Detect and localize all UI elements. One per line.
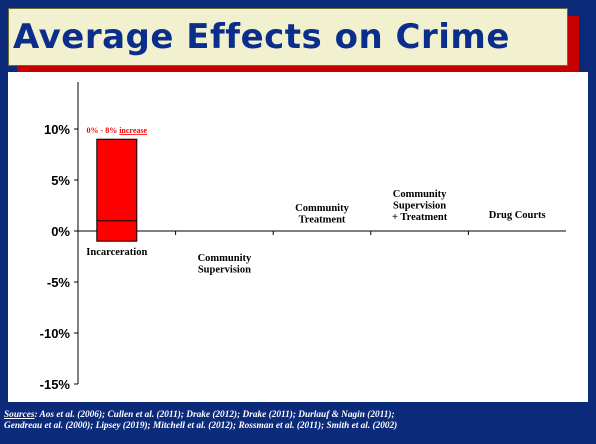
y-tick-label: -5% [47, 275, 71, 290]
sources-line-2: Gendreau et al. (2000); Lipsey (2019); M… [4, 421, 398, 431]
y-tick-label: 10% [44, 122, 70, 137]
category-label-line: Community [198, 253, 252, 264]
category-label-line: Community [393, 189, 447, 200]
sources-label: Sources [4, 410, 35, 420]
category-label: Community Supervision [198, 253, 252, 276]
category-label-line: + Treatment [392, 212, 448, 223]
annotation-prefix: 0% - 8% [87, 126, 120, 135]
y-tick-label: -10% [40, 326, 71, 341]
slide-title: Average Effects on Crime [13, 17, 510, 57]
bar-incarceration [96, 138, 138, 242]
category-label-line: Community [295, 203, 349, 214]
category-label: Drug Courts [489, 210, 546, 221]
category-label-line: Supervision [393, 201, 446, 212]
bar-annotation: 0% - 8% increase [87, 126, 148, 135]
y-tick-label: 0% [51, 224, 70, 239]
category-label-line: Treatment [299, 215, 346, 226]
title-banner: Average Effects on Crime [8, 8, 568, 66]
sources-text-1: : Aos et al. (2006); Cullen et al. (2011… [34, 410, 395, 420]
category-label-line: Supervision [198, 265, 251, 276]
sources-line-1: Sources: Aos et al. (2006); Cullen et al… [4, 410, 592, 421]
y-tick-label: -15% [40, 377, 71, 392]
y-tick-label: 5% [51, 173, 70, 188]
effects-chart: 10% 5% 0% -5% -10% -15% 0% - 8% increase Incarc… [40, 82, 566, 392]
category-label-line: Incarceration [86, 247, 147, 258]
category-label-line: Drug Courts [489, 210, 546, 221]
sources-footer: Sources: Aos et al. (2006); Cullen et al… [4, 410, 592, 432]
chart-panel: 10% 5% 0% -5% -10% -15% 0% - 8% increase Incarc… [8, 72, 588, 402]
category-label: Community Supervision + Treatment [392, 189, 448, 223]
category-label: Incarceration [86, 247, 147, 258]
category-label: Community Treatment [295, 203, 349, 226]
annotation-increase: increase [119, 126, 147, 135]
